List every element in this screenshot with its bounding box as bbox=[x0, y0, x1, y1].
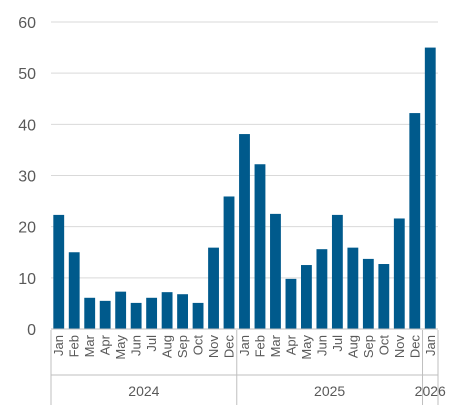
x-tick-label: Apr bbox=[98, 334, 113, 355]
bar bbox=[331, 214, 343, 329]
x-tick-label: Nov bbox=[206, 335, 221, 359]
x-tick-label: Dec bbox=[407, 335, 422, 359]
x-tick-label: Sep bbox=[175, 335, 190, 358]
bar bbox=[115, 291, 127, 329]
x-tick-label: Sep bbox=[361, 335, 376, 358]
x-tick-label: Jan bbox=[423, 335, 438, 356]
x-tick-label: Jan bbox=[237, 335, 252, 356]
bars bbox=[53, 47, 436, 330]
x-tick-label: Mar bbox=[268, 334, 283, 357]
bar bbox=[424, 47, 436, 329]
bar bbox=[254, 164, 266, 329]
bar bbox=[393, 218, 405, 329]
x-tick-label: May bbox=[113, 335, 128, 360]
x-tick-label: Jul bbox=[330, 335, 345, 352]
x-tick-label: Feb bbox=[67, 335, 82, 357]
x-tick-label: Jul bbox=[144, 335, 159, 352]
x-tick-label: Apr bbox=[283, 334, 298, 355]
year-label: 2024 bbox=[128, 383, 159, 399]
bar bbox=[68, 252, 80, 329]
bar bbox=[316, 249, 328, 329]
bar bbox=[161, 292, 173, 329]
x-axis: Jan Feb Mar Apr May Jun Jul Aug Sep Oct Nov Dec Jan F… bbox=[50, 328, 446, 405]
x-tick-label: Jun bbox=[129, 335, 144, 356]
bar bbox=[177, 294, 188, 329]
bar bbox=[99, 300, 111, 329]
y-axis: 0 10 20 30 40 50 60 bbox=[18, 15, 36, 339]
bar bbox=[239, 134, 250, 329]
x-tick-label: Aug bbox=[160, 335, 175, 358]
bar bbox=[146, 297, 158, 329]
bar bbox=[270, 213, 281, 330]
x-tick-label: Feb bbox=[252, 335, 267, 357]
y-tick-label: 40 bbox=[18, 117, 36, 134]
bar bbox=[362, 258, 374, 329]
y-tick-label: 60 bbox=[18, 15, 36, 32]
x-tick-label: Mar bbox=[82, 334, 97, 357]
bar bbox=[130, 302, 142, 329]
bar bbox=[192, 302, 204, 329]
x-tick-label: Jan bbox=[51, 335, 66, 356]
x-tick-label: Oct bbox=[191, 335, 206, 356]
bar bbox=[378, 264, 390, 329]
x-tick-label: Nov bbox=[392, 335, 407, 359]
y-tick-label: 30 bbox=[18, 169, 36, 186]
y-tick-label: 0 bbox=[27, 322, 36, 339]
y-tick-label: 50 bbox=[18, 66, 36, 83]
bar bbox=[223, 196, 235, 329]
year-label: 2025 bbox=[314, 383, 345, 399]
x-tick-label: Aug bbox=[345, 335, 360, 358]
bar bbox=[208, 247, 219, 329]
bar bbox=[301, 265, 312, 329]
x-tick-label: Dec bbox=[222, 335, 237, 359]
bar bbox=[53, 214, 65, 329]
x-tick-label: Jun bbox=[314, 335, 329, 356]
year-label: 2026 bbox=[415, 383, 446, 399]
x-tick-label: Oct bbox=[376, 335, 391, 356]
bar bbox=[285, 278, 297, 329]
x-tick-label: May bbox=[299, 335, 314, 360]
y-tick-label: 10 bbox=[18, 271, 36, 288]
bar bbox=[409, 113, 421, 329]
bar bbox=[84, 297, 96, 329]
y-tick-label: 20 bbox=[18, 220, 36, 237]
bar bbox=[347, 247, 359, 329]
